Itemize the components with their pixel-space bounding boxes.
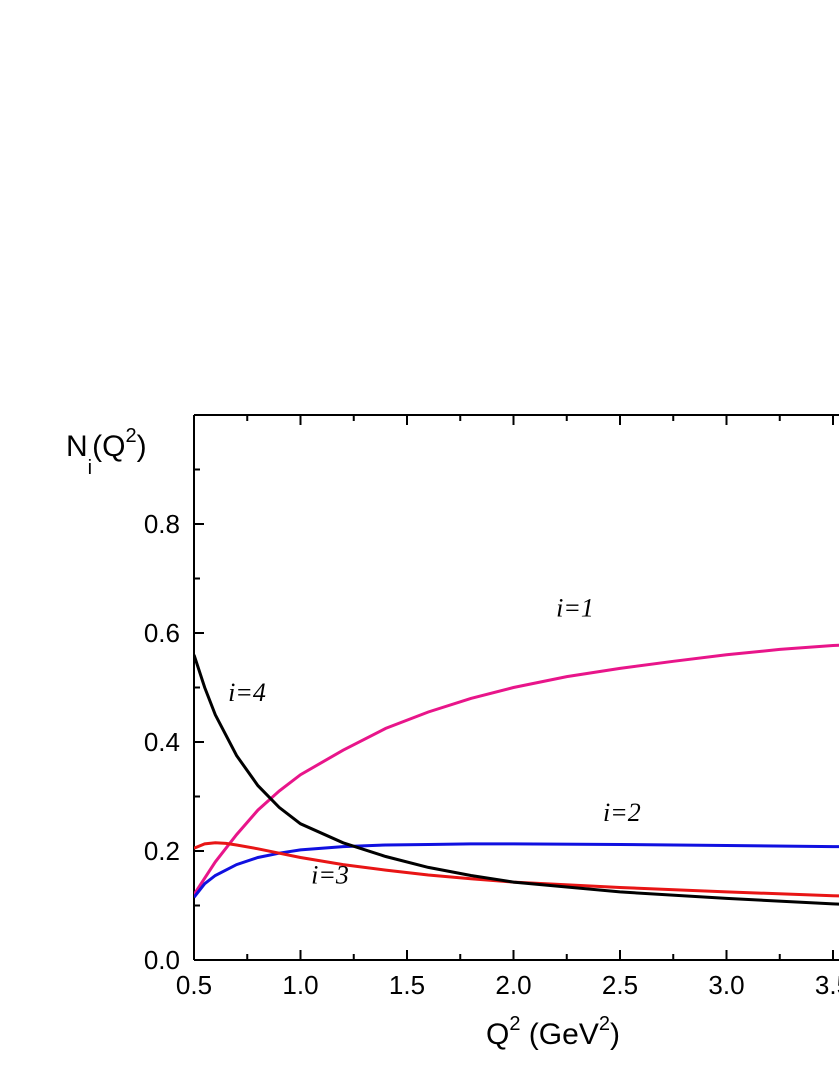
x-tick-label: 2.5: [602, 970, 638, 1000]
series-line-i-2: [194, 842, 839, 899]
y-tick-label: 0.6: [144, 618, 180, 648]
x-tick-label: 3.5: [815, 970, 839, 1000]
x-tick-label: 1.0: [282, 970, 318, 1000]
curve-label: i=2: [603, 798, 641, 827]
series-line-i-4: [194, 654, 839, 906]
series-line-i-1: [194, 643, 839, 896]
x-axis-title: Q2 (GeV2): [486, 1013, 620, 1051]
x-tick-label: 3.0: [708, 970, 744, 1000]
x-tick-label: 1.5: [389, 970, 425, 1000]
curve-label: i=4: [228, 678, 266, 707]
svg-text:Q2 (GeV2): Q2 (GeV2): [486, 1013, 620, 1051]
y-axis-title: Ni(Q2): [66, 425, 147, 479]
plot-area: 0.5 1.0 1.5 2.0 2.5 3.0 3.5 0.0 0.2 0.4 0.6 0.8 i=1 i…: [144, 414, 839, 1000]
y-tick-label: 0.8: [144, 509, 180, 539]
curve-label: i=3: [311, 861, 349, 890]
curve-label: i=1: [556, 594, 594, 623]
y-tick-label: 0.4: [144, 727, 180, 757]
y-tick-label: 0.0: [144, 945, 180, 975]
y-tick-label: 0.2: [144, 836, 180, 866]
x-tick-label: 2.0: [495, 970, 531, 1000]
svg-text:Ni(Q2): Ni(Q2): [66, 425, 147, 479]
x-tick-label: 0.5: [176, 970, 212, 1000]
series-line-i-3: [194, 841, 839, 898]
